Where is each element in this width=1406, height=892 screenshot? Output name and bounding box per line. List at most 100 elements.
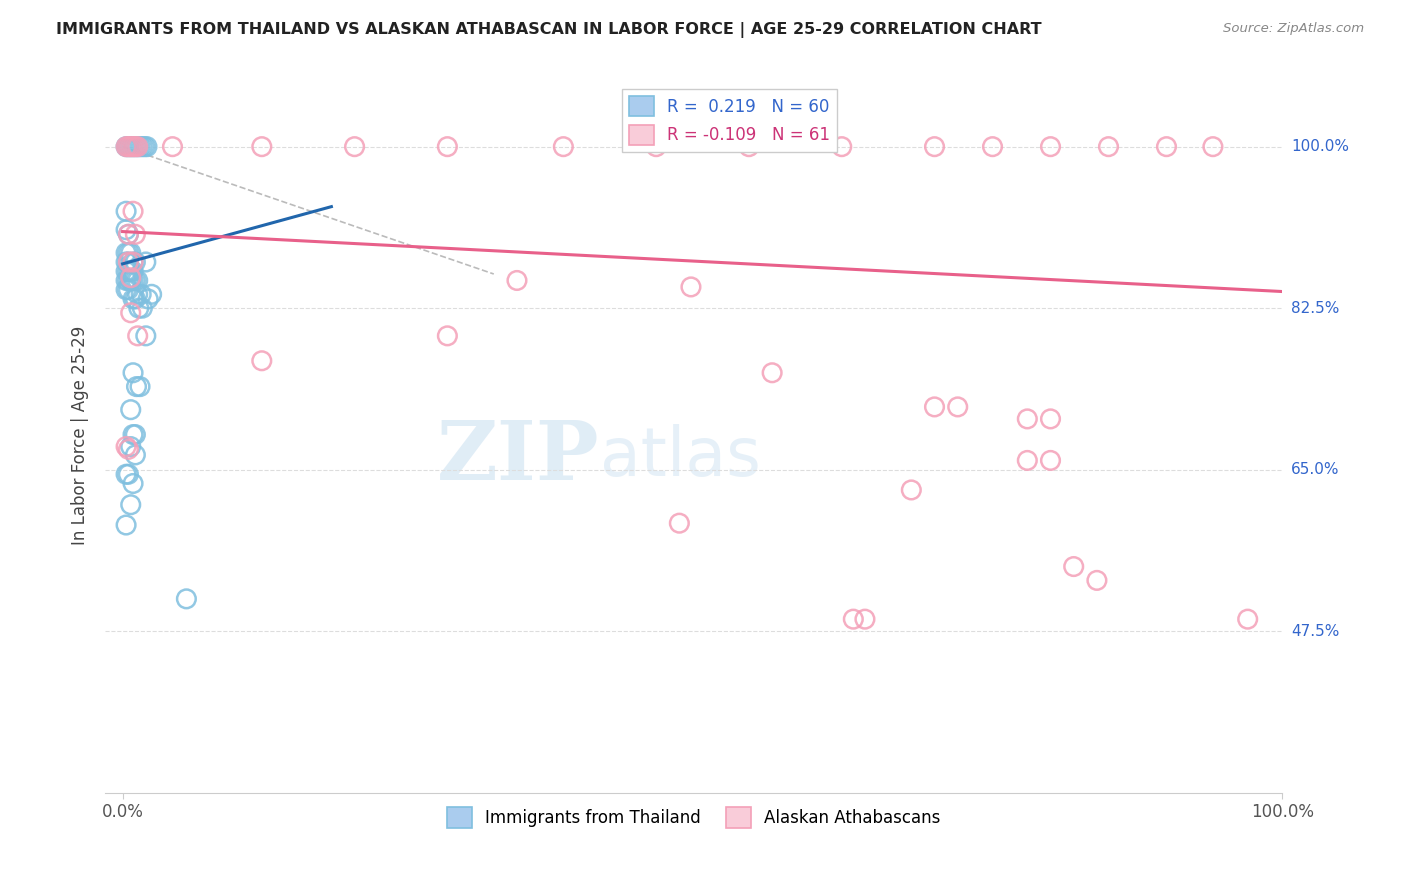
Text: Source: ZipAtlas.com: Source: ZipAtlas.com	[1223, 22, 1364, 36]
Point	[924, 400, 946, 414]
Point	[1017, 412, 1039, 426]
Point	[129, 379, 152, 393]
Point	[135, 255, 157, 269]
Point	[120, 402, 142, 417]
Text: ZIP: ZIP	[437, 417, 600, 497]
Point	[124, 427, 146, 442]
Point	[127, 139, 149, 153]
Point	[122, 255, 145, 269]
Point	[553, 139, 575, 153]
Legend: Immigrants from Thailand, Alaskan Athabascans: Immigrants from Thailand, Alaskan Athaba…	[440, 801, 948, 834]
Point	[124, 273, 146, 287]
Point	[122, 273, 145, 287]
Point	[250, 353, 273, 368]
Point	[117, 255, 139, 269]
Point	[645, 139, 668, 153]
Point	[115, 139, 138, 153]
Point	[436, 139, 458, 153]
Point	[176, 591, 198, 606]
Point	[122, 476, 145, 491]
Text: atlas: atlas	[600, 424, 761, 490]
Point	[117, 227, 139, 242]
Point	[1039, 453, 1062, 467]
Point	[122, 366, 145, 380]
Point	[117, 139, 139, 153]
Point	[1039, 139, 1062, 153]
Y-axis label: In Labor Force | Age 25-29: In Labor Force | Age 25-29	[72, 326, 89, 545]
Point	[250, 139, 273, 153]
Point	[115, 273, 138, 287]
Point	[122, 255, 145, 269]
Point	[136, 139, 159, 153]
Point	[115, 245, 138, 260]
Point	[127, 273, 149, 287]
Point	[127, 329, 149, 343]
Point	[122, 204, 145, 219]
Point	[124, 255, 146, 269]
Point	[1063, 559, 1085, 574]
Point	[120, 270, 142, 285]
Point	[115, 467, 138, 482]
Point	[131, 139, 153, 153]
Point	[122, 292, 145, 306]
Point	[115, 518, 138, 533]
Point	[117, 255, 139, 269]
Point	[1202, 139, 1225, 153]
Point	[120, 139, 142, 153]
Point	[124, 227, 146, 242]
Point	[129, 287, 152, 301]
Point	[115, 440, 138, 454]
Point	[127, 287, 149, 301]
Point	[842, 612, 865, 626]
Point	[1156, 139, 1178, 153]
Point	[117, 273, 139, 287]
Text: 65.0%: 65.0%	[1291, 462, 1340, 477]
Point	[162, 139, 184, 153]
Point	[128, 301, 150, 315]
Point	[115, 283, 138, 297]
Point	[120, 264, 142, 278]
Point	[1017, 453, 1039, 467]
Point	[122, 264, 145, 278]
Point	[122, 427, 145, 442]
Point	[117, 283, 139, 297]
Point	[1085, 574, 1108, 588]
Point	[1097, 139, 1119, 153]
Point	[668, 516, 690, 531]
Point	[120, 440, 142, 454]
Point	[117, 467, 139, 482]
Point	[436, 329, 458, 343]
Point	[761, 366, 783, 380]
Point	[120, 306, 142, 320]
Point	[125, 379, 148, 393]
Point	[124, 139, 146, 153]
Point	[115, 223, 138, 237]
Point	[115, 264, 138, 278]
Point	[120, 273, 142, 287]
Point	[117, 245, 139, 260]
Text: 82.5%: 82.5%	[1291, 301, 1339, 316]
Point	[506, 273, 529, 287]
Text: 47.5%: 47.5%	[1291, 624, 1339, 639]
Point	[136, 292, 159, 306]
Point	[135, 329, 157, 343]
Text: 100.0%: 100.0%	[1291, 139, 1348, 154]
Point	[117, 139, 139, 153]
Point	[115, 139, 138, 153]
Point	[120, 498, 142, 512]
Point	[124, 139, 146, 153]
Point	[115, 255, 138, 269]
Point	[981, 139, 1004, 153]
Point	[115, 204, 138, 219]
Point	[738, 139, 761, 153]
Point	[924, 139, 946, 153]
Point	[117, 227, 139, 242]
Point	[343, 139, 366, 153]
Point	[129, 139, 152, 153]
Point	[679, 280, 702, 294]
Point	[117, 264, 139, 278]
Point	[141, 287, 163, 301]
Point	[122, 139, 145, 153]
Point	[127, 139, 149, 153]
Point	[120, 245, 142, 260]
